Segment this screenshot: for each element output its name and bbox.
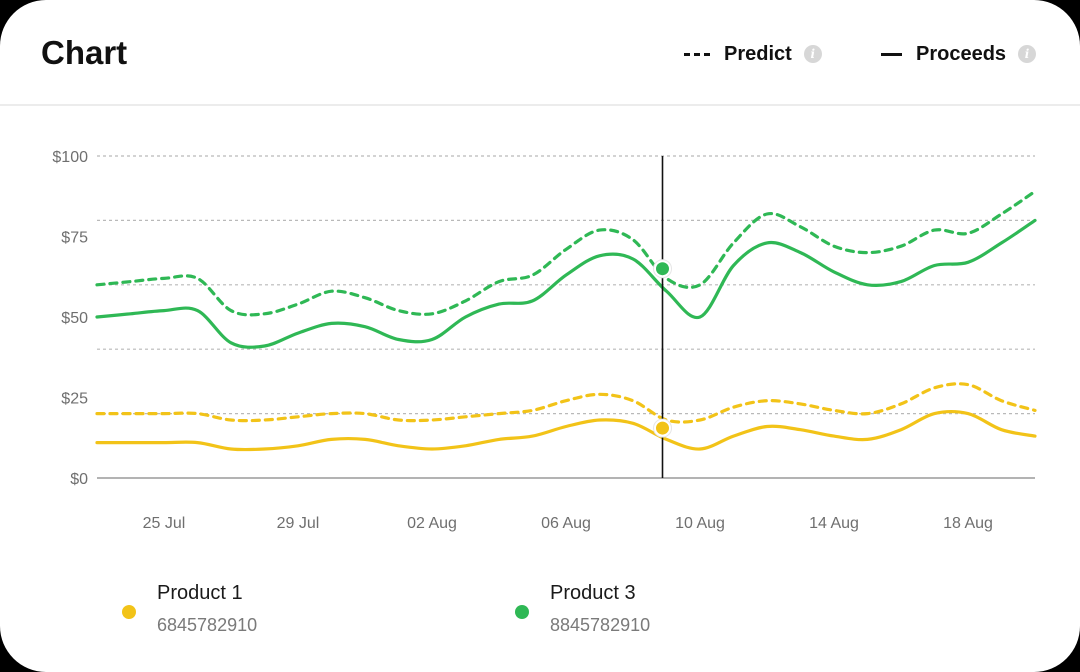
solid-line-icon — [881, 52, 902, 56]
series-lines — [95, 189, 1037, 452]
x-tick-label: 14 Aug — [809, 515, 859, 532]
chart-title: Chart — [41, 34, 128, 71]
x-tick-label: 25 Jul — [143, 515, 186, 532]
legend-proceeds[interactable]: Proceeds i — [881, 40, 1037, 68]
product-1-point — [656, 421, 669, 435]
dashed-line-icon — [684, 52, 710, 56]
series-name: Product 1 — [157, 582, 243, 604]
y-axis-ticks: $0 $25 $50 $75 $100 — [52, 149, 88, 488]
line-chart: $0 $25 $50 $75 $100 25 Jul 29 Jul 02 Aug 06 Aug… — [52, 149, 1037, 532]
legend-predict-label: Predict — [724, 42, 792, 65]
proceeds-line-product-3 — [95, 218, 1037, 349]
y-tick-label: $0 — [70, 471, 88, 488]
series-name: Product 3 — [550, 582, 636, 604]
hover-cursor — [653, 156, 672, 478]
grid-lines — [97, 155, 1035, 479]
product-3-color-dot — [515, 605, 529, 619]
series-code: 8845782910 — [550, 615, 651, 635]
y-tick-label: $100 — [52, 149, 88, 166]
predict-line-product-1 — [95, 382, 1037, 424]
x-tick-label: 06 Aug — [541, 515, 591, 532]
y-tick-label: $50 — [61, 310, 88, 327]
info-icon[interactable]: i — [1018, 45, 1037, 63]
chart-header: Chart Predict i Proceeds i — [0, 0, 1080, 106]
product-1-color-dot — [122, 605, 136, 619]
x-tick-label: 18 Aug — [943, 515, 993, 532]
x-tick-label: 10 Aug — [675, 515, 725, 532]
product-3-point — [656, 262, 669, 276]
series-code: 6845782910 — [157, 615, 258, 635]
x-tick-label: 02 Aug — [407, 515, 457, 532]
x-tick-label: 29 Jul — [277, 515, 320, 532]
legend-proceeds-label: Proceeds — [916, 42, 1007, 65]
x-axis-ticks: 25 Jul 29 Jul 02 Aug 06 Aug 10 Aug 14 Aug 18 A… — [143, 515, 993, 532]
y-tick-label: $75 — [61, 230, 88, 247]
proceeds-line-product-1 — [95, 409, 1037, 452]
predict-line-product-3 — [95, 189, 1037, 317]
y-tick-label: $25 — [61, 391, 88, 408]
legend-predict[interactable]: Predict i — [684, 40, 822, 68]
info-icon[interactable]: i — [803, 45, 822, 63]
